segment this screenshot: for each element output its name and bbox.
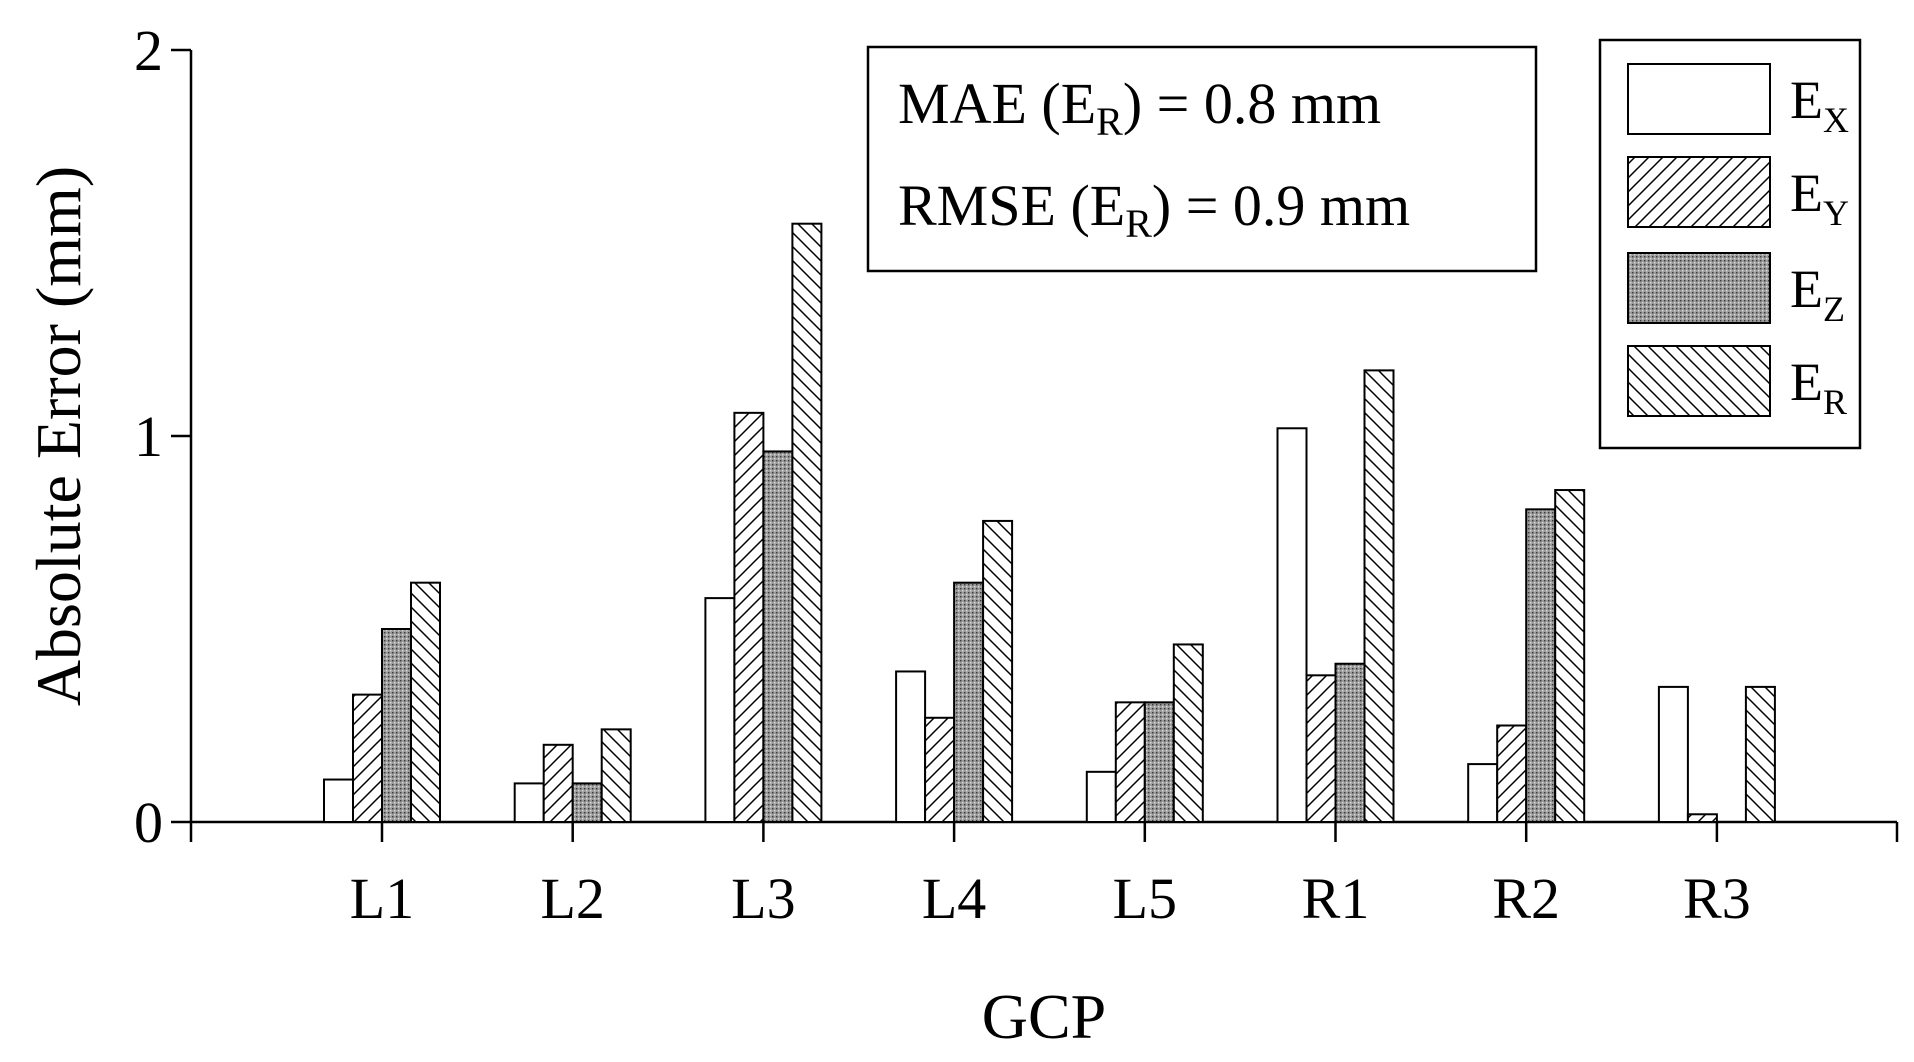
bar-r2-ey xyxy=(1496,724,1528,823)
x-tick-label: L2 xyxy=(540,866,604,931)
y-tick-label: 1 xyxy=(134,404,163,469)
legend-item-ey: EY xyxy=(1627,156,1849,233)
bar-r2-ez xyxy=(1525,508,1557,823)
y-axis-title: Absolute Error (mm) xyxy=(23,166,94,706)
legend-swatch-ex xyxy=(1627,63,1771,135)
mae-subscript: R xyxy=(1096,99,1123,144)
bar-l1-er xyxy=(410,581,441,823)
bar-l3-ex xyxy=(704,597,736,823)
bar-r1-ex xyxy=(1276,427,1308,823)
bar-r1-er xyxy=(1363,369,1395,823)
y-tick-label: 2 xyxy=(134,18,163,83)
legend: EX EY EZ ER xyxy=(1598,38,1862,450)
bar-l1-ez xyxy=(381,628,412,823)
rmse-suffix: ) = 0.9 mm xyxy=(1152,173,1410,238)
bar-l2-ez xyxy=(571,782,603,824)
y-ticks: 0 1 2 xyxy=(134,18,191,855)
legend-item-ex: EX xyxy=(1627,63,1849,140)
bar-l4-ey xyxy=(924,716,956,824)
x-tick-label: R3 xyxy=(1683,866,1751,931)
bar-l3-er xyxy=(791,222,823,823)
stats-annotation-box: MAE (ER) = 0.8 mm RMSE (ER) = 0.9 mm xyxy=(866,45,1538,273)
bar-l2-ey xyxy=(542,743,574,823)
bar-l5-ez xyxy=(1143,701,1175,824)
y-tick-label: 0 xyxy=(134,790,163,855)
mae-prefix: MAE (E xyxy=(898,71,1096,136)
legend-label-ey: EY xyxy=(1790,163,1849,233)
bar-l4-ez xyxy=(953,581,985,823)
legend-item-ez: EZ xyxy=(1627,252,1845,329)
rmse-prefix: RMSE (E xyxy=(898,173,1125,238)
legend-item-er: ER xyxy=(1627,345,1847,422)
bar-r2-er xyxy=(1554,489,1586,823)
bar-r2-ex xyxy=(1467,763,1499,823)
x-tick-label: R1 xyxy=(1302,866,1370,931)
bar-l5-ex xyxy=(1085,770,1117,824)
bar-l2-ex xyxy=(513,782,545,824)
bar-l5-er xyxy=(1172,643,1204,823)
legend-label-ez: EZ xyxy=(1790,259,1845,329)
bar-l5-ey xyxy=(1114,701,1146,824)
mae-annotation: MAE (ER) = 0.8 mm xyxy=(898,71,1381,144)
x-tick-label: L3 xyxy=(731,866,795,931)
bar-l1-ey xyxy=(352,693,383,823)
bar-r3-er xyxy=(1744,685,1776,824)
bar-l4-ex xyxy=(895,670,927,824)
bar-r1-ey xyxy=(1305,674,1337,823)
legend-swatch-ey xyxy=(1627,156,1771,228)
bar-r3-ey xyxy=(1686,813,1718,824)
mae-suffix: ) = 0.8 mm xyxy=(1123,71,1381,136)
bar-r1-ez xyxy=(1334,662,1366,823)
x-ticks: L1 L2 L3 L4 L5 R1 R2 R3 xyxy=(350,822,1751,931)
legend-swatch-ez xyxy=(1627,252,1771,324)
x-tick-label: L4 xyxy=(922,866,986,931)
bars xyxy=(323,222,1776,824)
rmse-subscript: R xyxy=(1125,201,1152,246)
legend-swatch-er xyxy=(1627,345,1771,417)
x-tick-label: L5 xyxy=(1113,866,1177,931)
bar-l3-ey xyxy=(733,411,765,823)
bar-l3-ez xyxy=(762,450,794,823)
bar-l1-ex xyxy=(323,778,354,823)
legend-label-ex: EX xyxy=(1790,70,1849,140)
rmse-annotation: RMSE (ER) = 0.9 mm xyxy=(898,173,1410,246)
bar-r3-ex xyxy=(1657,685,1689,824)
bar-l2-er xyxy=(600,728,632,823)
x-tick-label: R2 xyxy=(1492,866,1560,931)
x-tick-label: L1 xyxy=(350,866,414,931)
x-axis-title: GCP xyxy=(982,981,1107,1052)
legend-label-er: ER xyxy=(1790,352,1847,422)
bar-l4-er xyxy=(982,519,1014,823)
